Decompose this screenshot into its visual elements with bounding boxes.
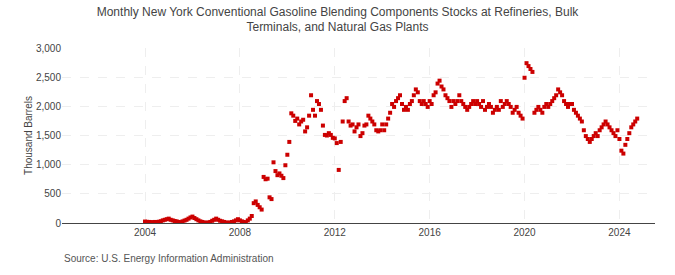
svg-text:1,500: 1,500 (36, 130, 61, 141)
svg-text:2016: 2016 (419, 227, 442, 238)
svg-text:Thousand Barrels: Thousand Barrels (23, 96, 34, 175)
svg-text:Monthly New York Conventional: Monthly New York Conventional Gasoline B… (97, 5, 580, 35)
svg-text:Source: U.S. Energy Informatio: Source: U.S. Energy Information Administ… (64, 253, 274, 264)
svg-text:0: 0 (55, 218, 61, 229)
svg-text:2004: 2004 (134, 227, 157, 238)
svg-text:3,000: 3,000 (36, 43, 61, 54)
svg-text:1,000: 1,000 (36, 159, 61, 170)
svg-text:2012: 2012 (324, 227, 347, 238)
svg-text:2,500: 2,500 (36, 72, 61, 83)
svg-text:2,000: 2,000 (36, 101, 61, 112)
svg-text:2008: 2008 (229, 227, 252, 238)
svg-text:2020: 2020 (513, 227, 536, 238)
svg-text:2024: 2024 (608, 227, 631, 238)
svg-text:500: 500 (44, 188, 61, 199)
